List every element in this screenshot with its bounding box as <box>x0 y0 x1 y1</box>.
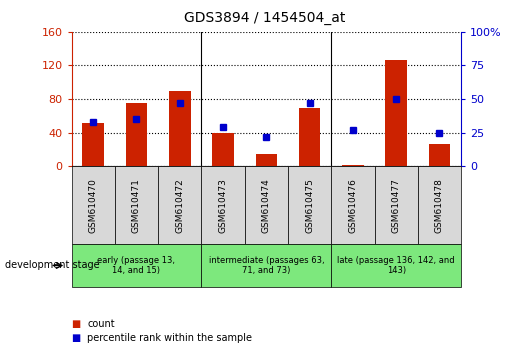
Text: GSM610477: GSM610477 <box>392 178 401 233</box>
Bar <box>212 133 234 166</box>
Text: GSM610474: GSM610474 <box>262 178 271 233</box>
Text: ■: ■ <box>72 319 81 329</box>
Bar <box>126 103 147 166</box>
Bar <box>429 144 450 166</box>
Text: development stage: development stage <box>5 261 100 270</box>
Text: GSM610470: GSM610470 <box>89 178 98 233</box>
Bar <box>169 91 191 166</box>
Text: ■: ■ <box>72 333 81 343</box>
Text: GSM610472: GSM610472 <box>175 178 184 233</box>
Text: late (passage 136, 142, and
143): late (passage 136, 142, and 143) <box>338 256 455 275</box>
Bar <box>255 154 277 166</box>
Bar <box>342 165 364 166</box>
Text: GSM610475: GSM610475 <box>305 178 314 233</box>
Bar <box>299 108 321 166</box>
Text: GSM610471: GSM610471 <box>132 178 141 233</box>
Text: GSM610476: GSM610476 <box>348 178 357 233</box>
Bar <box>82 123 104 166</box>
Text: GSM610478: GSM610478 <box>435 178 444 233</box>
Text: intermediate (passages 63,
71, and 73): intermediate (passages 63, 71, and 73) <box>208 256 324 275</box>
Text: percentile rank within the sample: percentile rank within the sample <box>87 333 252 343</box>
Bar <box>385 59 407 166</box>
Text: count: count <box>87 319 115 329</box>
Text: GDS3894 / 1454504_at: GDS3894 / 1454504_at <box>184 11 346 25</box>
Text: GSM610473: GSM610473 <box>218 178 227 233</box>
Text: early (passage 13,
14, and 15): early (passage 13, 14, and 15) <box>98 256 175 275</box>
